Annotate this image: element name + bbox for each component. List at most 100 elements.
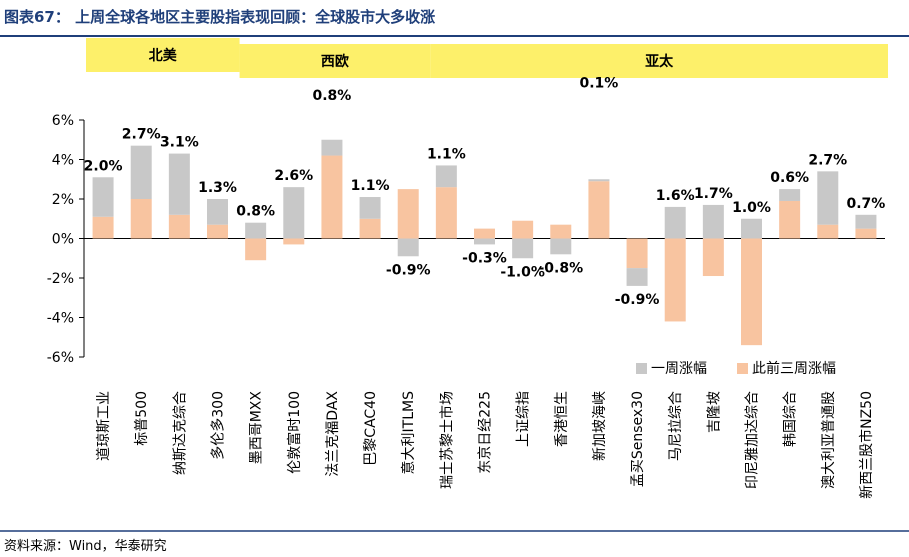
data-label: -0.3% xyxy=(462,250,507,266)
data-label: 2.7% xyxy=(122,127,161,143)
category-label: 道琼斯工业 xyxy=(96,391,112,461)
data-label: 2.6% xyxy=(274,168,313,184)
bar-prior-three-weeks xyxy=(130,199,152,239)
bar-one-week xyxy=(855,214,877,229)
bar-one-week xyxy=(245,222,267,239)
region-label: 亚太 xyxy=(645,53,674,70)
y-tick-label: 0% xyxy=(52,232,74,248)
region-label: 西欧 xyxy=(321,53,349,70)
bar-prior-three-weeks xyxy=(550,224,572,239)
y-tick-label: -4% xyxy=(47,311,74,327)
bar-prior-three-weeks xyxy=(512,220,534,239)
bar-prior-three-weeks xyxy=(588,181,610,239)
y-tick-label: 2% xyxy=(52,192,74,208)
bar-prior-three-weeks xyxy=(168,214,190,239)
region-band xyxy=(430,44,888,78)
bar-one-week xyxy=(168,153,190,215)
legend-label-prior-three-weeks: 此前三周涨幅 xyxy=(752,360,836,377)
bar-one-week xyxy=(92,177,114,217)
category-label: 上证综指 xyxy=(516,391,532,447)
bar-prior-three-weeks xyxy=(664,238,686,322)
bar-prior-three-weeks xyxy=(741,238,762,346)
category-label: 香港恒生 xyxy=(554,391,570,447)
region-label: 北美 xyxy=(149,47,178,64)
bar-one-week xyxy=(512,238,534,259)
bar-prior-three-weeks xyxy=(855,228,877,239)
bar-one-week xyxy=(435,165,457,188)
data-label: 0.6% xyxy=(770,170,809,186)
category-label: 法兰克福DAX xyxy=(325,391,341,477)
data-label: 1.1% xyxy=(427,146,466,162)
category-label: 东京日经225 xyxy=(478,391,494,474)
bars xyxy=(92,139,877,346)
data-labels: 2.0%2.7% 3.1%1.3%0.8%2.6%0.8%1.1%-0.9%1.1… xyxy=(84,75,886,308)
data-label: 3.1% xyxy=(160,135,199,151)
data-label: -1.0% xyxy=(500,264,545,280)
y-tick-label: 6% xyxy=(52,113,74,129)
category-label: 韩国综合 xyxy=(783,391,799,447)
figure-title: 图表67： 上周全球各地区主要股指表现回顾：全球股市大多收涨 xyxy=(4,8,435,26)
x-axis-labels: 道琼斯工业 标普500 纳斯达克综合 多伦多300 墨西哥MXX 伦敦富时100 法兰克福D… xyxy=(96,391,875,499)
bar-prior-three-weeks xyxy=(626,238,648,269)
region-bands: 北美 西欧 亚太 xyxy=(86,38,888,78)
bar-one-week xyxy=(741,218,762,239)
bar-prior-three-weeks xyxy=(435,187,457,239)
bar-prior-three-weeks xyxy=(321,155,343,239)
category-label: 印尼雅加达综合 xyxy=(745,391,761,489)
bar-one-week xyxy=(207,199,228,225)
bar-one-week xyxy=(626,268,648,286)
bar-one-week xyxy=(130,145,152,199)
data-label: -0.9% xyxy=(386,262,431,278)
legend: 一周涨幅 此前三周涨幅 xyxy=(636,360,836,377)
category-label: 伦敦富时100 xyxy=(286,391,303,474)
category-label: 多伦多300 xyxy=(210,391,227,460)
source-note: 资料来源：Wind，华泰研究 xyxy=(4,539,167,554)
bar-one-week xyxy=(283,187,305,239)
category-label: 意大利ITLMS xyxy=(400,391,417,475)
data-label: 1.6% xyxy=(656,188,695,204)
data-label: -0.8% xyxy=(538,260,583,276)
category-label: 马尼拉综合 xyxy=(668,391,684,461)
y-tick-label: 4% xyxy=(52,153,74,169)
bar-prior-three-weeks xyxy=(283,238,305,245)
bar-one-week xyxy=(397,238,419,257)
bar-prior-three-weeks xyxy=(397,189,419,239)
category-label: 新西兰股市NZ50 xyxy=(858,391,875,499)
category-label: 标普500 xyxy=(134,391,150,446)
data-label: 2.0% xyxy=(84,158,123,174)
data-label: 0.8% xyxy=(313,88,352,104)
data-label: 2.7% xyxy=(808,152,847,168)
bar-one-week xyxy=(702,204,724,239)
category-label: 澳大利亚普通股 xyxy=(821,391,837,489)
bar-one-week xyxy=(321,139,343,156)
bar-prior-three-weeks xyxy=(245,238,267,261)
bar-one-week xyxy=(664,206,686,239)
data-label: 1.0% xyxy=(732,200,771,216)
bar-one-week xyxy=(817,171,839,225)
legend-swatch-prior-three-weeks xyxy=(737,363,748,374)
bar-one-week xyxy=(779,189,801,201)
data-label: 0.7% xyxy=(847,196,886,212)
bar-one-week xyxy=(550,238,572,255)
bar-prior-three-weeks xyxy=(702,238,724,277)
category-label: 新加坡海峡 xyxy=(592,391,608,461)
legend-swatch-one-week xyxy=(636,363,647,374)
bar-prior-three-weeks xyxy=(779,200,801,239)
category-label: 瑞士苏黎士市场 xyxy=(438,391,455,489)
data-label: 0.1% xyxy=(580,75,619,91)
bar-one-week xyxy=(359,197,381,219)
bar-prior-three-weeks xyxy=(359,218,381,239)
y-tick-label: -2% xyxy=(47,271,74,287)
bar-prior-three-weeks xyxy=(817,224,839,239)
category-label: 孟买Sensex30 xyxy=(630,391,646,487)
y-tick-label: -6% xyxy=(47,350,74,366)
data-label: 0.8% xyxy=(236,204,275,220)
data-label: -0.9% xyxy=(615,292,660,308)
region-band xyxy=(86,38,240,72)
category-label: 巴黎CAC40 xyxy=(363,391,379,466)
region-band xyxy=(239,44,431,78)
bar-prior-three-weeks xyxy=(92,216,114,239)
bar-one-week xyxy=(588,179,610,182)
data-label: 1.1% xyxy=(351,178,390,194)
